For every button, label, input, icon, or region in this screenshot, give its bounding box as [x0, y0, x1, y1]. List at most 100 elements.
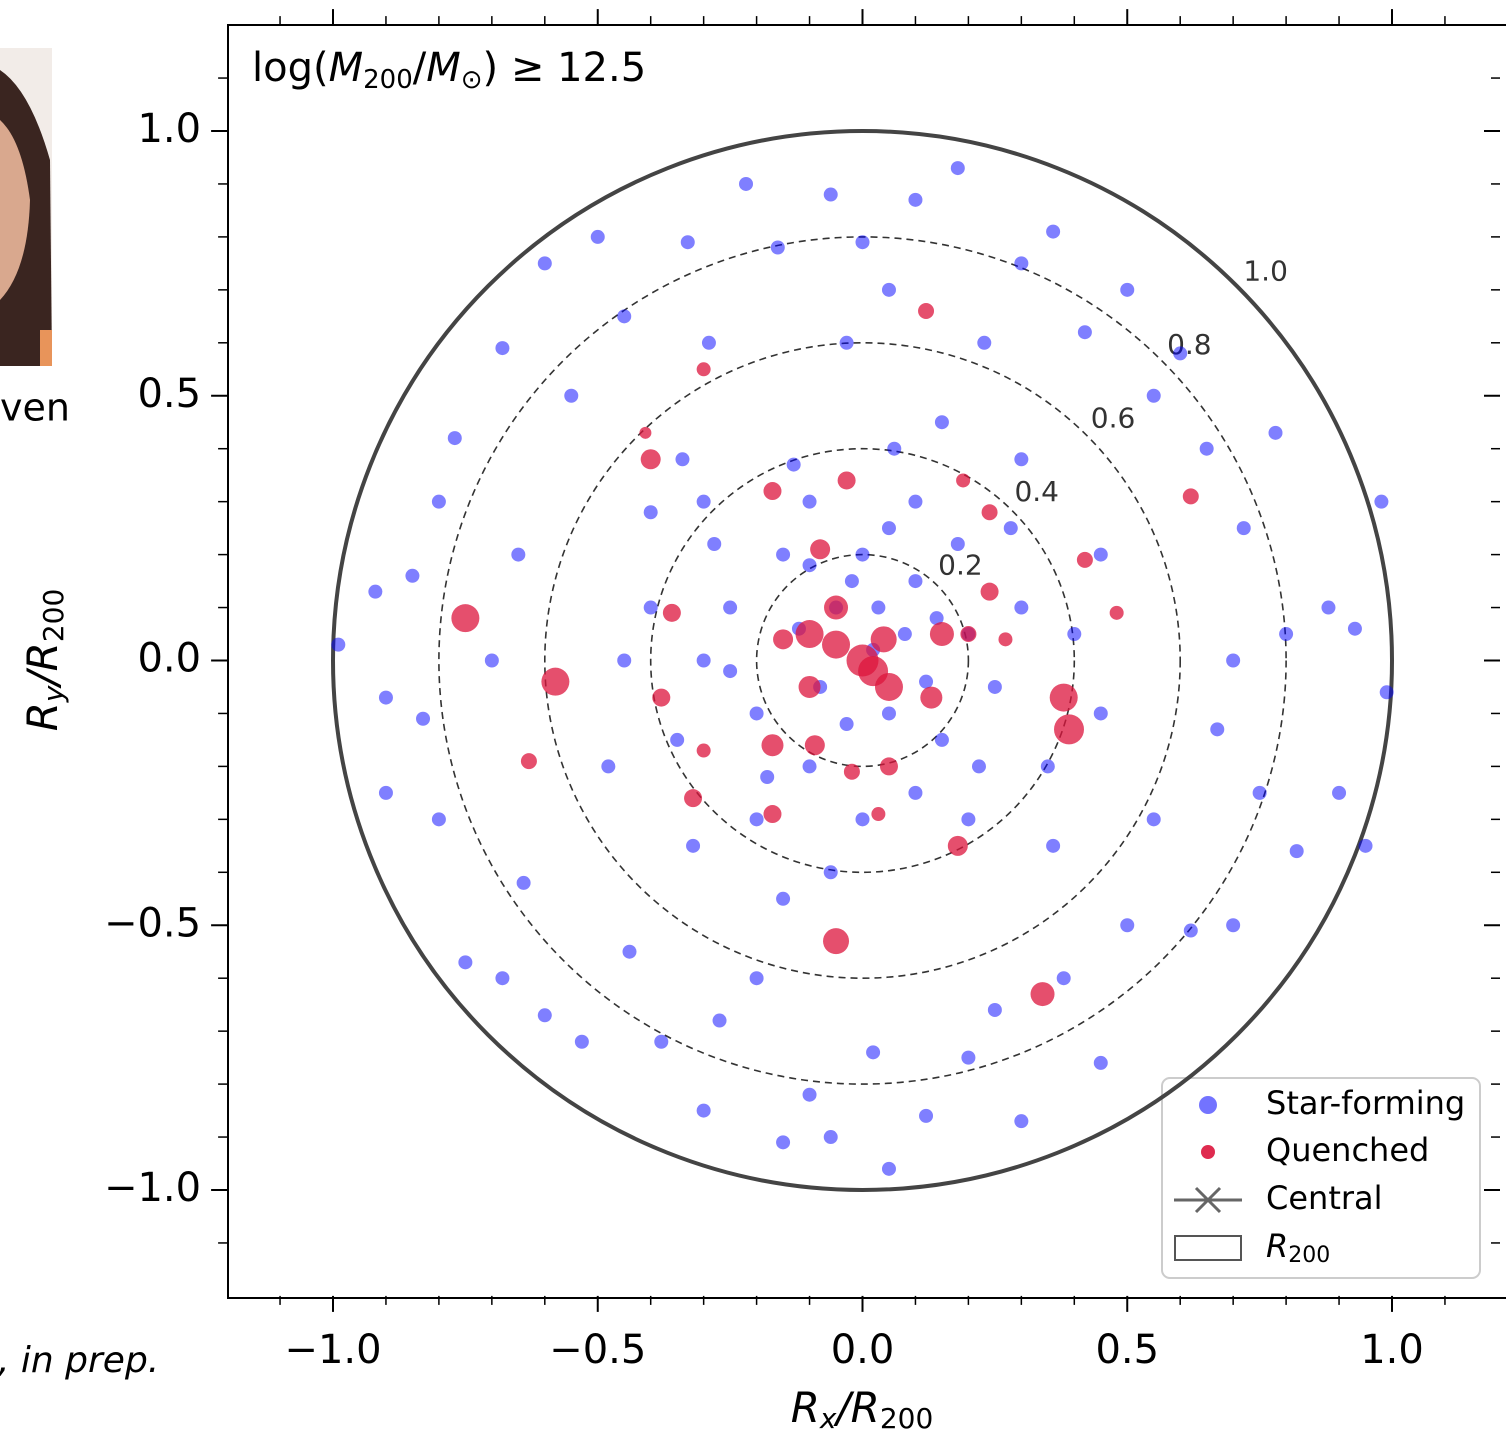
legend-label: Quenched [1266, 1131, 1429, 1169]
quenched-point [541, 667, 570, 696]
star-forming-point [839, 335, 854, 350]
star-forming-point [1093, 706, 1108, 721]
quenched-point [696, 362, 711, 377]
quenched-point [1109, 605, 1124, 620]
star-forming-point [1120, 282, 1135, 297]
star-forming-point [590, 229, 605, 244]
star-forming-point [1374, 494, 1389, 509]
star-forming-point [447, 431, 462, 446]
r200-ring [331, 129, 1394, 1192]
star-forming-point [378, 690, 393, 705]
quenched-point [804, 735, 825, 756]
star-forming-point [1199, 441, 1214, 456]
legend-label: R200 [1266, 1227, 1330, 1268]
legend-marker [1174, 1235, 1242, 1261]
star-forming-point [1347, 621, 1362, 636]
legend-label: Central [1266, 1179, 1383, 1217]
star-forming-point [1226, 653, 1241, 668]
legend-marker [1199, 1096, 1217, 1114]
quenched-point [1054, 714, 1085, 745]
x-tick-label: 0.5 [1095, 1327, 1159, 1373]
star-forming-point [977, 335, 992, 350]
star-forming-point [1093, 547, 1108, 562]
star-forming-point [950, 161, 965, 176]
quenched-point [824, 595, 849, 620]
star-forming-point [866, 1045, 881, 1060]
plot-frame [227, 24, 1506, 1299]
star-forming-point [723, 664, 738, 679]
star-forming-point [908, 494, 923, 509]
star-forming-point [897, 627, 912, 642]
star-forming-point [1014, 1114, 1029, 1129]
star-forming-point [1183, 923, 1198, 938]
star-forming-point [776, 1135, 791, 1150]
quenched-point [870, 626, 897, 653]
star-forming-point [1289, 844, 1304, 859]
star-forming-point [378, 785, 393, 800]
star-forming-point [1252, 785, 1267, 800]
quenched-point [823, 928, 850, 955]
star-forming-point [1173, 346, 1188, 361]
star-forming-point [823, 1130, 838, 1145]
star-forming-point [776, 547, 791, 562]
y-tick-label: −0.5 [104, 900, 201, 946]
star-forming-point [696, 1103, 711, 1118]
star-forming-point [405, 568, 420, 583]
quenched-point [520, 753, 537, 770]
quenched-point [662, 603, 681, 622]
quenched-point [652, 688, 671, 707]
star-forming-point [823, 865, 838, 880]
star-forming-point [844, 574, 859, 589]
star-forming-point [881, 1161, 896, 1176]
star-forming-point [802, 558, 817, 573]
quenched-point [874, 672, 903, 701]
star-forming-point [1046, 224, 1061, 239]
star-forming-point [622, 944, 637, 959]
ring-label: 1.0 [1243, 255, 1288, 288]
star-forming-point [1146, 388, 1161, 403]
star-forming-point [1226, 918, 1241, 933]
ring-label: 0.2 [938, 548, 983, 581]
y-tick-label: 0.5 [137, 371, 201, 417]
star-forming-point [1014, 256, 1029, 271]
side-text: ven [0, 386, 70, 430]
star-forming-point [908, 785, 923, 800]
star-forming-point [929, 611, 944, 626]
star-forming-point [675, 452, 690, 467]
legend-label-part: 200 [1288, 1243, 1330, 1268]
quenched-point [920, 686, 943, 709]
star-forming-point [802, 494, 817, 509]
star-forming-point [696, 653, 711, 668]
star-forming-point [749, 706, 764, 721]
quenched-point [773, 629, 794, 650]
quenched-point [640, 449, 661, 470]
star-forming-point [574, 1034, 589, 1049]
star-forming-point [802, 1087, 817, 1102]
quenched-point [929, 622, 954, 647]
star-forming-point [1014, 452, 1029, 467]
star-forming-point [723, 600, 738, 615]
star-forming-point [1210, 722, 1225, 737]
star-forming-point [495, 971, 510, 986]
star-forming-point [855, 812, 870, 827]
star-forming-point [961, 1050, 976, 1065]
star-forming-point [670, 732, 685, 747]
quenched-point [1076, 551, 1093, 568]
quenched-point [960, 626, 977, 643]
star-forming-point [1093, 1055, 1108, 1070]
y-tick-label: −1.0 [104, 1165, 201, 1211]
star-forming-point [881, 706, 896, 721]
star-forming-point [368, 584, 383, 599]
y-tick-label: 1.0 [137, 106, 201, 152]
speaker-photo [0, 48, 52, 366]
star-forming-point [919, 1108, 934, 1123]
star-forming-point [484, 653, 499, 668]
star-forming-point [1146, 812, 1161, 827]
star-forming-point [431, 812, 446, 827]
legend-label-part: R [1266, 1227, 1288, 1265]
x-tick-label: 0.0 [831, 1327, 895, 1373]
star-forming-point [331, 637, 346, 652]
star-forming-point [881, 282, 896, 297]
star-forming-point [855, 547, 870, 562]
star-forming-point [961, 812, 976, 827]
